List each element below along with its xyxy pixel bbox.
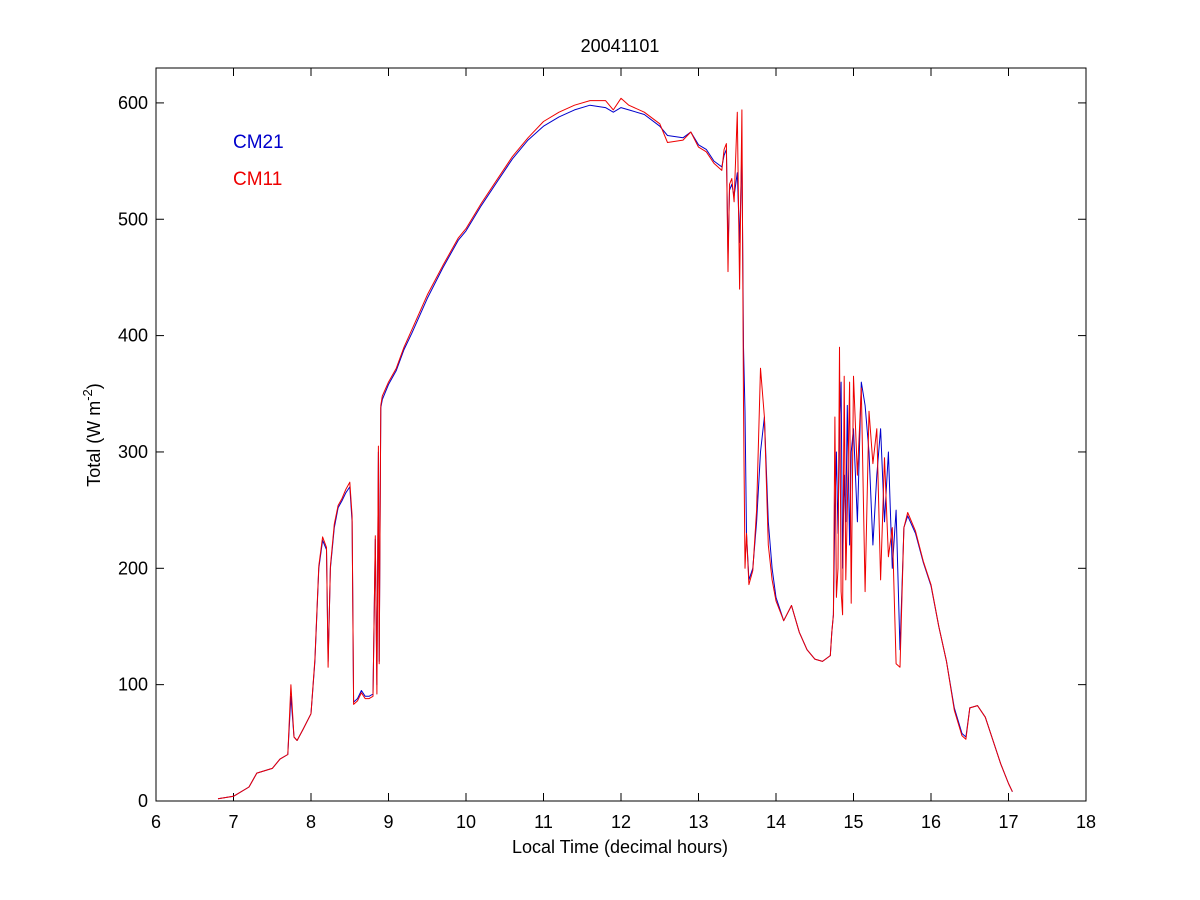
y-tick-label: 500	[118, 209, 148, 229]
x-tick-label: 16	[921, 812, 941, 832]
y-tick-label: 400	[118, 326, 148, 346]
legend-entry-cm21: CM21	[233, 132, 284, 153]
series-line-cm11	[217, 97, 1013, 800]
x-tick-label: 18	[1076, 812, 1096, 832]
x-tick-label: 11	[534, 812, 553, 832]
y-axis-label-prefix: Total (W m	[84, 401, 104, 487]
y-axis-label: Total (W m-2)	[80, 383, 104, 487]
x-axis-label: Local Time (decimal hours)	[512, 837, 728, 857]
x-tick-label: 15	[843, 812, 863, 832]
x-tick-labels: 6 7 8 9 10 11 12 13 14 15 16 17 18	[151, 812, 1096, 832]
x-tick-label: 13	[688, 812, 708, 832]
y-tick-labels: 0 100 200 300 400 500 600	[118, 93, 148, 811]
x-tick-label: 14	[766, 812, 786, 832]
x-tick-label: 8	[306, 812, 316, 832]
x-tick-label: 6	[151, 812, 161, 832]
y-tick-label: 0	[138, 791, 148, 811]
plot-area	[155, 67, 1087, 802]
chart-title: 20041101	[581, 36, 660, 56]
x-tick-label: 9	[383, 812, 393, 832]
legend-entry-cm11: CM11	[233, 169, 282, 190]
y-tick-label: 600	[118, 93, 148, 113]
y-tick-label: 100	[118, 675, 148, 695]
x-tick-label: 10	[456, 812, 476, 832]
y-tick-label: 300	[118, 442, 148, 462]
x-tick-label: 7	[228, 812, 238, 832]
series-lines	[217, 97, 1013, 800]
x-tick-label: 12	[611, 812, 631, 832]
x-tick-label: 17	[998, 812, 1018, 832]
axis-ticks	[155, 68, 1087, 802]
y-axis-label-superscript: -2	[80, 389, 95, 401]
y-axis-label-suffix: )	[84, 383, 104, 389]
y-tick-label: 200	[118, 558, 148, 578]
